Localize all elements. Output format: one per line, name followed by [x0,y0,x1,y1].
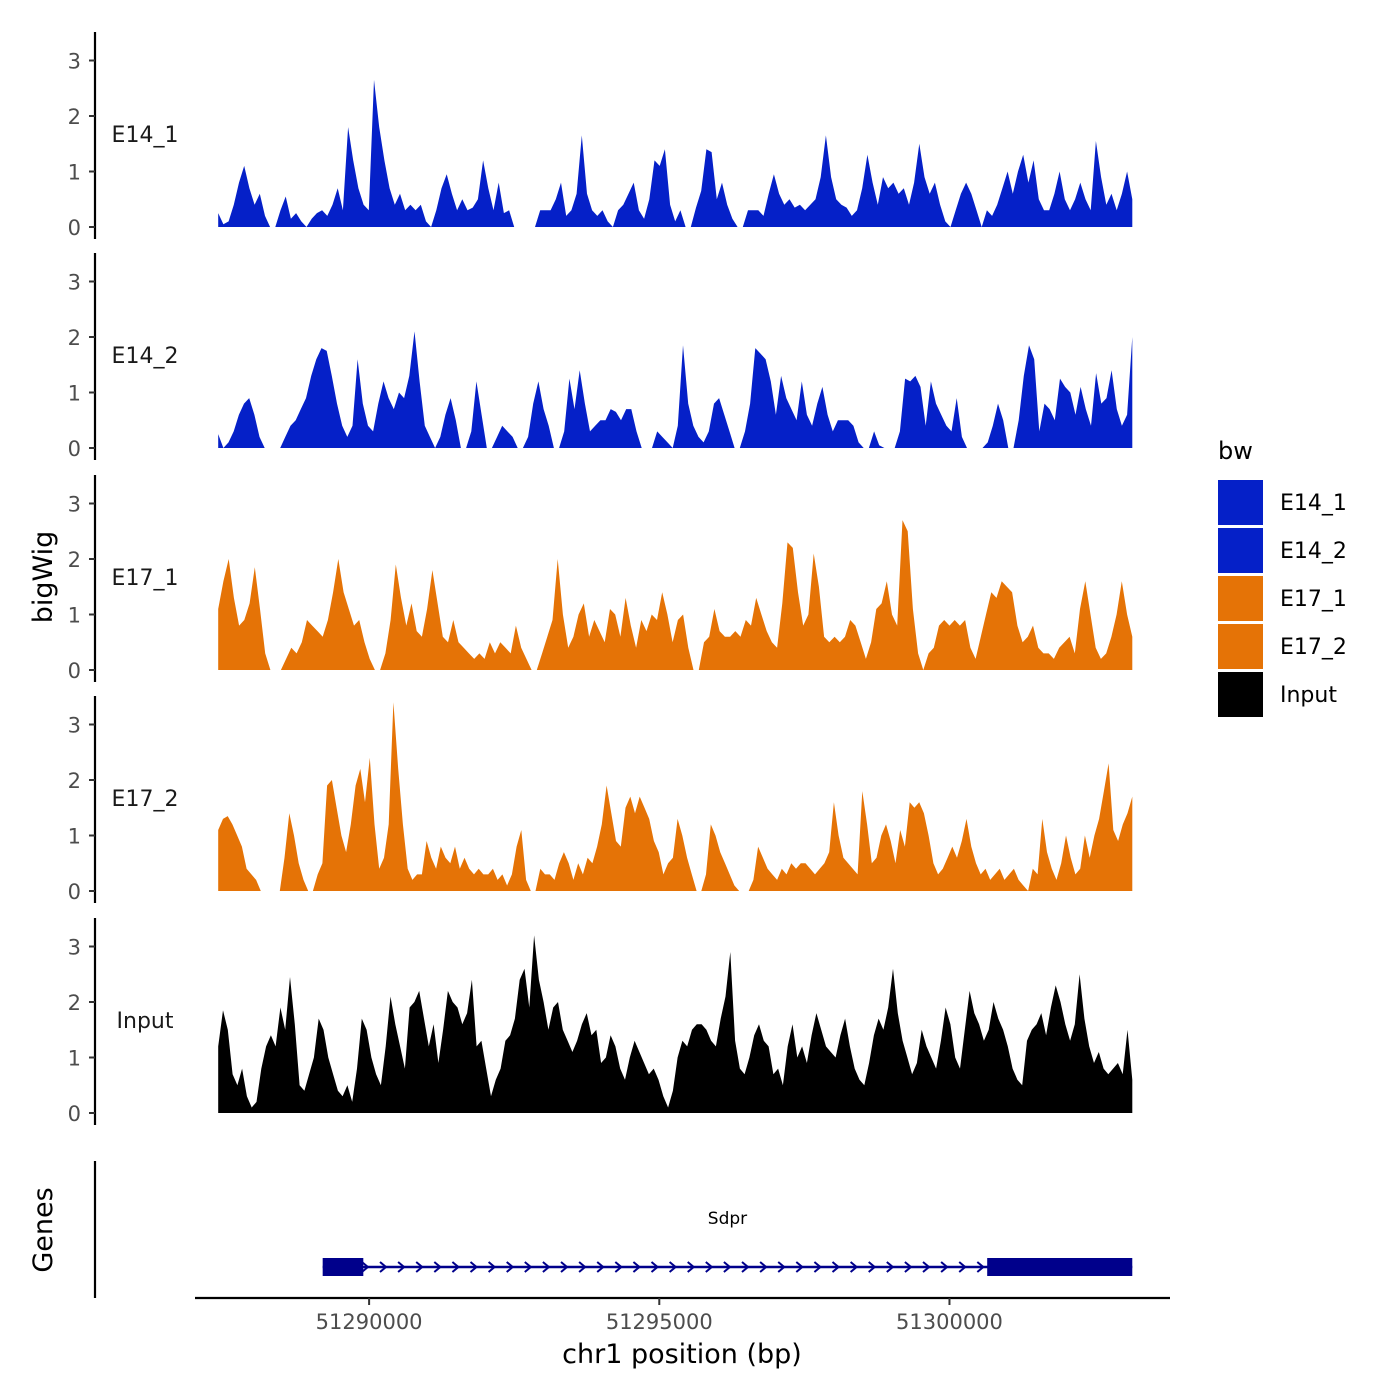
legend-swatch [1218,672,1263,717]
strand-arrow [506,1261,515,1273]
strand-arrow [940,1261,949,1273]
strand-arrow [650,1261,660,1273]
x-axis-title: chr1 position (bp) [562,1339,802,1370]
legend-swatch [1218,624,1263,669]
y-tick-label: 2 [68,326,81,350]
strand-arrow [723,1261,732,1273]
y-tick-label: 0 [68,437,81,461]
x-tick-label: 51300000 [896,1310,1003,1334]
legend-label: E17_2 [1280,635,1347,660]
strand-arrow [741,1261,750,1273]
track-label: E17_2 [112,787,179,812]
strand-arrow [379,1261,388,1273]
strand-arrow [542,1261,551,1273]
y-tick-label: 0 [68,1102,81,1126]
y-tick-label: 3 [68,271,81,295]
gene-exon [322,1258,364,1276]
gene-label: Sdpr [708,1209,747,1229]
y-tick-label: 3 [68,936,81,960]
strand-arrow [668,1261,678,1273]
y-tick-label: 3 [68,50,81,74]
strand-arrow [361,1261,370,1273]
y-tick-label: 2 [68,769,81,793]
strand-arrow [813,1261,822,1273]
strand-arrow [976,1261,985,1273]
y-tick-label: 0 [68,880,81,904]
y-tick-label: 1 [68,1047,81,1071]
y-tick-label: 2 [68,991,81,1015]
strand-arrow [433,1261,442,1273]
legend-swatch [1218,480,1263,525]
x-tick-label: 51290000 [316,1310,423,1334]
legend-swatch [1218,576,1263,621]
x-axis: 51290000 51295000 51300000 [195,1296,1170,1334]
track-label: E17_1 [112,566,179,591]
legend-label: E14_1 [1280,491,1347,516]
y-tick-label: 3 [68,493,81,517]
strand-arrow [958,1261,967,1273]
strand-arrow [705,1261,714,1273]
strand-arrow [451,1261,460,1273]
y-tick-label: 2 [68,548,81,572]
track-input: 0 1 2 3 Input [68,918,1133,1126]
legend-label: E17_1 [1280,587,1347,612]
track-area-input [218,935,1133,1113]
legend-label: Input [1280,683,1337,708]
y-tick-label: 3 [68,714,81,738]
strand-arrow [469,1261,479,1273]
strand-arrow [578,1261,587,1273]
y-tick-label: 0 [68,659,81,683]
gene-exon [987,1258,1133,1276]
y-tick-label: 2 [68,105,81,129]
legend-swatch [1218,528,1263,573]
legend: bw E14_1 E14_2 E17_1 E17_2 Input [1218,437,1347,717]
strand-arrow [524,1261,533,1273]
strand-arrow [596,1261,605,1273]
gene-track: Sdpr [93,1161,1133,1298]
y-axis-title: bigWig [28,531,59,624]
track-area-e14-1 [218,79,1133,228]
y-tick-label: 1 [68,825,81,849]
strand-arrow [560,1261,569,1273]
strand-arrow [922,1261,931,1273]
strand-arrow [397,1261,406,1273]
strand-arrow [831,1261,841,1273]
track-label: E14_2 [112,344,179,369]
strand-arrow [614,1261,623,1273]
y-tick-label: 1 [68,382,81,406]
track-e14-2: 0 1 2 3 E14_2 [68,253,1133,461]
strand-arrow [759,1261,768,1273]
strand-arrow [795,1261,804,1273]
strand-arrow [777,1261,786,1273]
track-area-e14-2 [218,331,1133,448]
y-tick-label: 1 [68,161,81,185]
track-area-e17-1 [218,520,1133,670]
strand-arrow [687,1261,696,1273]
strand-arrow [632,1261,641,1273]
y-tick-label: 1 [68,604,81,628]
track-e17-2: 0 1 2 3 E17_2 [68,696,1133,904]
y-tick-label: 0 [68,216,81,240]
track-label: Input [117,1009,174,1034]
track-e17-1: 0 1 2 3 E17_1 [68,475,1133,683]
strand-arrow [868,1261,877,1273]
strand-arrow [849,1261,859,1273]
strand-arrow [415,1261,424,1273]
tracks-layer: 0 1 2 3 E14_1 0 1 2 3 E14_2 0 1 2 3 E17_1 0 1 2 3 E17_2 0 1 2 3… [68,32,1133,1126]
legend-label: E14_2 [1280,539,1347,564]
strand-arrow [886,1261,895,1273]
track-area-e17-2 [218,702,1133,891]
track-e14-1: 0 1 2 3 E14_1 [68,32,1133,240]
genes-axis-title: Genes [28,1187,59,1272]
strand-arrow [904,1261,913,1273]
x-tick-label: 51295000 [606,1310,713,1334]
track-label: E14_1 [112,123,179,148]
strand-arrow [487,1261,497,1273]
legend-title: bw [1218,437,1253,465]
